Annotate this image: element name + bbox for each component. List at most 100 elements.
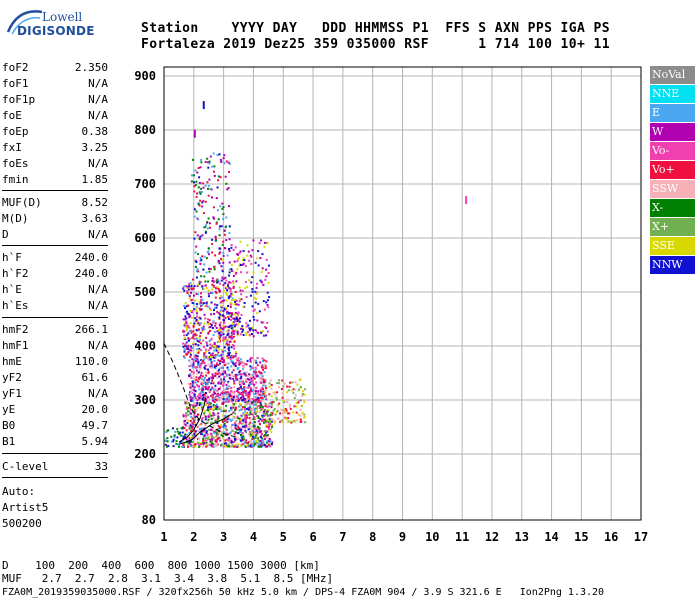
echo-point <box>207 194 210 197</box>
echo-point <box>300 405 303 408</box>
echo-point <box>189 431 192 434</box>
echo-point <box>262 300 265 303</box>
echo-point <box>285 417 288 420</box>
echo-point <box>198 363 201 366</box>
echo-point <box>226 418 229 420</box>
echo-point <box>240 360 243 363</box>
legend-entry-2: E <box>650 104 695 122</box>
echo-point <box>286 418 289 421</box>
echo-point <box>203 322 206 325</box>
echo-point <box>195 369 198 372</box>
echo-point <box>255 361 258 364</box>
echo-point <box>201 389 204 392</box>
echo-point <box>227 329 230 332</box>
echo-point <box>235 280 238 283</box>
echo-point <box>216 209 219 212</box>
echo-point <box>215 347 218 350</box>
echo-point <box>223 381 226 384</box>
echo-point <box>226 416 229 419</box>
echo-point <box>195 276 198 279</box>
echo-point <box>255 375 258 378</box>
echo-point <box>245 431 248 434</box>
echo-point <box>236 314 239 317</box>
echo-point <box>239 417 242 420</box>
echo-point <box>213 424 215 427</box>
echo-point <box>283 401 286 404</box>
echo-point <box>287 412 289 415</box>
echo-point <box>255 411 258 414</box>
echo-point <box>243 372 246 375</box>
param-name: hmE <box>2 355 22 368</box>
echo-point <box>227 205 230 208</box>
echo-point <box>221 431 224 434</box>
echo-point <box>276 391 279 394</box>
echo-point <box>259 403 262 406</box>
echo-point <box>192 174 195 177</box>
echo-point <box>229 288 232 290</box>
echo-point <box>193 422 195 425</box>
echo-point <box>190 180 193 183</box>
echo-point <box>242 435 245 438</box>
echo-point <box>266 321 269 324</box>
echo-point <box>266 242 269 245</box>
echo-point <box>216 418 219 420</box>
param-value: N/A <box>88 109 108 122</box>
echo-point <box>203 313 206 316</box>
echo-point <box>258 427 261 430</box>
echo-point <box>200 422 203 425</box>
echo-point <box>240 271 242 274</box>
echo-point <box>220 301 223 303</box>
echo-point <box>217 394 220 397</box>
echo-point <box>286 391 288 394</box>
echo-point <box>260 441 263 444</box>
param-value: N/A <box>88 387 108 400</box>
echo-point <box>259 257 262 259</box>
echo-point <box>193 358 196 361</box>
echo-point <box>202 391 204 394</box>
echo-point <box>250 442 253 445</box>
echo-point <box>205 271 208 274</box>
echo-point <box>170 435 173 438</box>
echo-point <box>252 418 255 420</box>
echo-point <box>221 432 224 435</box>
echo-point <box>210 338 213 341</box>
echo-point <box>255 407 258 410</box>
echo-point <box>230 244 233 246</box>
echo-point <box>243 408 246 410</box>
echo-point <box>288 412 291 415</box>
echo-point <box>191 433 194 436</box>
echo-point <box>237 432 240 435</box>
x-tick-label: 14 <box>544 530 558 544</box>
echo-point <box>226 421 229 424</box>
echo-point <box>264 430 267 433</box>
echo-point <box>280 388 283 390</box>
echo-point <box>268 425 271 428</box>
echo-point <box>241 394 244 397</box>
echo-point <box>259 409 262 412</box>
echo-point <box>203 410 206 413</box>
echo-point <box>233 299 236 302</box>
echo-point <box>231 337 234 340</box>
echo-point <box>249 294 252 297</box>
echo-point <box>217 335 220 338</box>
echo-point <box>303 413 306 416</box>
echo-point <box>236 320 239 322</box>
echo-point <box>270 406 273 409</box>
echo-point <box>220 366 223 369</box>
echo-point <box>191 381 194 384</box>
echo-point <box>262 408 265 411</box>
echo-point <box>249 431 251 434</box>
param-name: h`Es <box>2 299 29 312</box>
echo-point <box>203 412 206 415</box>
param-separator <box>2 317 108 318</box>
echo-point <box>268 385 271 388</box>
echo-point <box>217 443 220 446</box>
echo-point <box>254 395 257 398</box>
echo-point <box>210 363 213 366</box>
echo-point <box>229 303 232 306</box>
echo-point <box>208 412 211 415</box>
echo-point <box>195 180 198 183</box>
echo-point <box>245 390 247 393</box>
echo-point <box>196 269 198 272</box>
echo-point <box>228 418 231 421</box>
